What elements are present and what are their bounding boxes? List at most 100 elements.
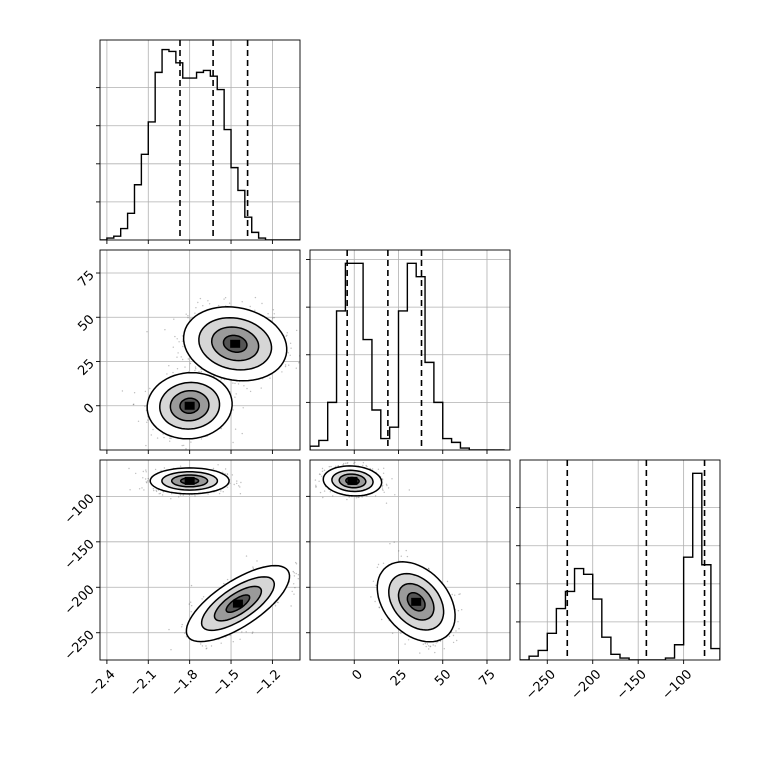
sample-point (146, 331, 148, 333)
sample-point (210, 645, 213, 647)
sample-point (424, 642, 426, 645)
sample-point (128, 467, 130, 470)
sample-point (273, 317, 275, 319)
sample-point (189, 362, 192, 365)
sample-point (155, 490, 158, 493)
sample-point (142, 470, 144, 473)
sample-point (190, 601, 192, 603)
sample-point (170, 649, 172, 651)
sample-point (446, 580, 449, 583)
sample-point (315, 486, 317, 488)
sample-point (198, 370, 200, 373)
sample-point (184, 366, 186, 368)
sample-point (381, 479, 384, 481)
density-peak (230, 339, 241, 348)
plot-area (100, 40, 300, 240)
sample-point (173, 318, 175, 320)
sample-point (187, 315, 189, 317)
sample-point (232, 409, 234, 411)
sample-point (234, 382, 236, 385)
sample-point (391, 478, 393, 480)
sample-point (181, 444, 183, 447)
sample-point (169, 457, 170, 458)
axes-frame (99, 39, 301, 241)
sample-point (378, 607, 381, 609)
sample-point (224, 468, 227, 470)
sample-point (190, 584, 193, 587)
sample-point (213, 375, 215, 377)
sample-point (303, 573, 304, 574)
sample-point (323, 469, 326, 471)
sample-point (170, 493, 173, 495)
density-peak (347, 476, 358, 485)
sample-point (208, 303, 211, 305)
sample-point (254, 296, 257, 299)
sample-point (181, 340, 184, 342)
sample-point (190, 441, 192, 443)
sample-point (260, 387, 262, 389)
sample-point (220, 642, 222, 644)
sample-point (272, 317, 274, 319)
sample-point (180, 356, 182, 358)
sample-point (133, 403, 135, 405)
sample-point (170, 437, 172, 439)
sample-point (286, 332, 288, 334)
sample-point (252, 631, 254, 633)
sample-point (428, 567, 430, 570)
x-tick-label: −200 (569, 667, 605, 703)
sample-point (236, 482, 238, 485)
sample-point (223, 582, 225, 585)
sample-point (200, 368, 202, 371)
y-tick-label: −250 (62, 628, 98, 664)
sample-point (121, 390, 124, 392)
sample-point (176, 368, 179, 370)
sample-point (425, 645, 427, 648)
sample-point (234, 396, 236, 398)
sample-point (291, 590, 293, 593)
sample-point (293, 593, 295, 595)
sample-point (207, 300, 209, 302)
sample-point (178, 466, 179, 467)
sample-point (374, 495, 377, 497)
sample-point (183, 444, 185, 447)
sample-point (195, 307, 197, 309)
sample-point (194, 312, 196, 314)
sample-point (176, 338, 178, 340)
sample-point (145, 471, 147, 473)
sample-point (381, 478, 384, 480)
sample-point (458, 593, 460, 596)
sample-point (150, 434, 152, 436)
sample-point (358, 496, 360, 498)
y-tick-label: −150 (62, 537, 98, 573)
axes-frame (309, 249, 511, 451)
sample-point (387, 487, 390, 489)
sample-point (185, 313, 187, 315)
sample-point (194, 366, 197, 368)
sample-point (321, 470, 324, 472)
sample-point (158, 493, 160, 495)
sample-point (381, 488, 384, 490)
sample-point (161, 494, 164, 496)
sample-point (138, 488, 141, 490)
sample-point (408, 489, 410, 491)
sample-point (145, 469, 147, 471)
sample-point (172, 371, 174, 374)
sample-point (404, 643, 406, 645)
y-tick-label: 0 (81, 401, 97, 417)
sample-point (267, 313, 269, 315)
sample-point (217, 464, 219, 466)
sample-point (355, 497, 358, 499)
sample-point (296, 329, 298, 332)
sample-point (145, 444, 147, 447)
sample-point (168, 628, 170, 631)
sample-point (298, 362, 300, 364)
sample-point (239, 493, 242, 495)
plot-area (314, 461, 463, 654)
sample-point (206, 647, 208, 649)
x-tick-label: 25 (388, 667, 410, 689)
sample-point (162, 491, 164, 493)
sample-point (274, 605, 277, 607)
sample-point (184, 632, 186, 634)
sample-point (169, 437, 171, 439)
sample-point (228, 302, 231, 304)
